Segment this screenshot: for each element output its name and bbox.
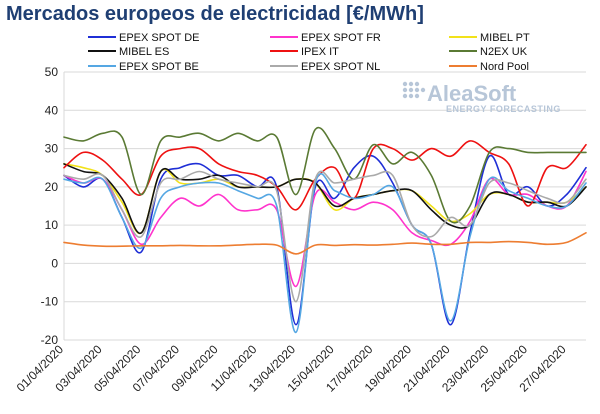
y-tick-label: 40 bbox=[45, 103, 59, 117]
series-line-n2ex-uk bbox=[63, 126, 587, 224]
series-line-epex-spot-nl bbox=[63, 170, 587, 303]
y-tick-label: 20 bbox=[45, 180, 59, 194]
y-tick-label: -10 bbox=[41, 295, 59, 309]
y-axis-ticks: -20 -10 0 10 20 30 40 50 bbox=[41, 65, 59, 347]
y-tick-label: -20 bbox=[41, 333, 59, 347]
series-line-epex-spot-be bbox=[63, 173, 587, 334]
brand-name: AleaSoft bbox=[427, 81, 517, 106]
y-tick-label: 30 bbox=[45, 142, 59, 156]
brand-tagline: ENERGY FORECASTING bbox=[446, 104, 561, 114]
series-line-nord-pool bbox=[63, 232, 587, 255]
legend-label: IPEX IT bbox=[301, 46, 339, 58]
series-line-epex-spot-de bbox=[63, 154, 587, 326]
legend-label: EPEX SPOT DE bbox=[119, 32, 200, 44]
legend-label: EPEX SPOT FR bbox=[301, 32, 381, 44]
y-tick-label: 10 bbox=[45, 218, 59, 232]
legend-label: N2EX UK bbox=[480, 46, 528, 58]
series-line-ipex-it bbox=[63, 140, 587, 211]
aleasoft-logo-icon bbox=[402, 81, 426, 99]
legend: EPEX SPOT DE EPEX SPOT FR MIBEL PT MIBEL ES… bbox=[88, 32, 530, 73]
series-line-epex-spot-fr bbox=[63, 170, 587, 288]
legend-label: EPEX SPOT NL bbox=[301, 61, 380, 73]
y-tick-label: 0 bbox=[51, 256, 58, 270]
legend-label: Nord Pool bbox=[480, 61, 529, 73]
series-lines bbox=[63, 126, 587, 334]
y-tick-label: 50 bbox=[45, 65, 59, 79]
legend-label: MIBEL ES bbox=[119, 46, 169, 58]
aleasoft-watermark: AleaSoft ENERGY FORECASTING bbox=[402, 81, 561, 114]
chart-title: Mercados europeos de electricidad [€/MWh… bbox=[6, 3, 424, 25]
legend-label: EPEX SPOT BE bbox=[119, 61, 199, 73]
series-line-mibel-es bbox=[63, 163, 587, 234]
legend-label: MIBEL PT bbox=[480, 32, 530, 44]
x-axis-ticks: 01/04/202003/04/202005/04/202007/04/2020… bbox=[14, 342, 569, 395]
